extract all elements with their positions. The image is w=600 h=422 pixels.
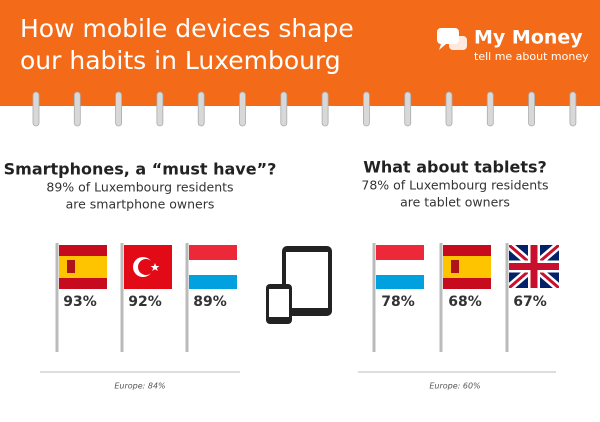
ring [239, 91, 246, 127]
ring [321, 91, 329, 127]
ring [32, 91, 40, 127]
flag-spain [439, 243, 491, 352]
devices-icon [266, 246, 332, 324]
title-line: our habits in Luxembourg [20, 46, 341, 75]
logo: My Money tell me about money [437, 27, 589, 63]
section-title: Smartphones, a “must have”? [4, 160, 277, 179]
flag-luxembourg [372, 243, 424, 352]
section-subtitle: are tablet owners [400, 195, 510, 210]
ring [115, 91, 122, 127]
europe-note: Europe: 60% [429, 382, 480, 391]
section-subtitle: 89% of Luxembourg residents [46, 180, 233, 195]
section-subtitle: 78% of Luxembourg residents [361, 178, 548, 193]
section-subtitle: are smartphone owners [66, 197, 215, 212]
ring [528, 91, 535, 127]
ring [445, 91, 453, 127]
europe-note: Europe: 84% [114, 382, 165, 391]
flag-spain [55, 243, 107, 352]
logo-tagline: tell me about money [474, 50, 589, 63]
ring [197, 91, 205, 127]
section-title: What about tablets? [363, 158, 547, 177]
percentage: 93% [63, 294, 97, 310]
percentage: 68% [448, 294, 482, 310]
flag-luxembourg [185, 243, 237, 352]
percentage: 89% [193, 294, 227, 310]
ring [73, 91, 81, 127]
ring [404, 91, 412, 127]
logo-name: My Money [474, 27, 583, 49]
ring [156, 91, 164, 127]
flag-turkey [120, 243, 172, 352]
ring [280, 91, 288, 127]
ring [569, 91, 577, 127]
header-band [0, 0, 600, 106]
title-line: How mobile devices shape [20, 14, 354, 43]
calendar-rings [32, 91, 577, 127]
percentage: 92% [128, 294, 162, 310]
percentage: 78% [381, 294, 415, 310]
ring [486, 91, 494, 127]
ring [362, 91, 370, 127]
percentage: 67% [513, 294, 547, 310]
flag-uk [505, 243, 559, 352]
